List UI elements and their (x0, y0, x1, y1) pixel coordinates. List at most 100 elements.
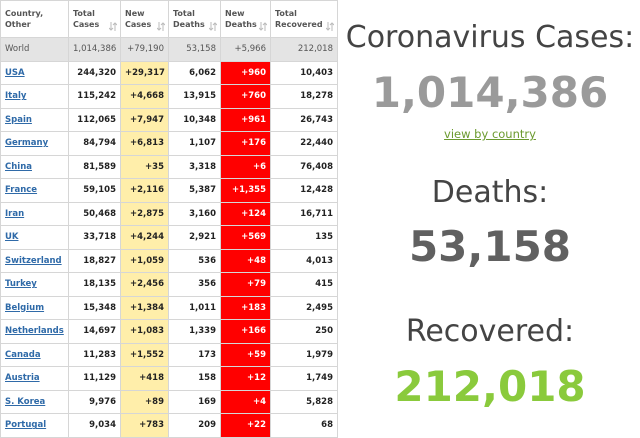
table-cell: 16,711 (270, 201, 338, 226)
table-cell: +2,875 (120, 201, 169, 226)
table-cell: +48 (220, 248, 271, 273)
header-text: Total (275, 9, 297, 18)
table-cell: +6 (220, 154, 271, 179)
table-cell: 10,403 (270, 60, 338, 85)
table-cell: Switzerland (0, 248, 69, 273)
country-link[interactable]: Germany (5, 138, 49, 149)
table-cell: +1,384 (120, 295, 169, 320)
table-cell: 209 (168, 413, 221, 438)
country-link[interactable]: Belgium (5, 302, 45, 313)
table-cell: +79,190 (120, 37, 169, 62)
table-cell: 15,348 (68, 295, 121, 320)
table-cell: 14,697 (68, 319, 121, 344)
country-link[interactable]: UK (5, 232, 19, 243)
country-link[interactable]: Iran (5, 208, 25, 219)
table-cell: 212,018 (270, 37, 338, 62)
column-header[interactable]: New Deaths (220, 0, 271, 38)
column-header[interactable]: Total Recovered (270, 0, 338, 38)
sort-icon (259, 22, 267, 31)
table-cell: +4 (220, 389, 271, 414)
table-cell: 11,283 (68, 342, 121, 367)
country-link[interactable]: China (5, 161, 32, 172)
table-cell: +176 (220, 131, 271, 156)
table-cell: 415 (270, 272, 338, 297)
table-cell: 13,915 (168, 84, 221, 109)
table-cell: 18,278 (270, 84, 338, 109)
table-cell: +960 (220, 60, 271, 85)
table-row: World 1,014,386 +79,190 53,158 +5,966 212,018 (0, 37, 338, 62)
deaths-label: Deaths: (431, 175, 549, 210)
table-cell: 5,387 (168, 178, 221, 203)
table-cell: 18,827 (68, 248, 121, 273)
table-row: UK 33,718 +4,244 2,921 +569 135 (0, 225, 338, 250)
table-cell: 9,034 (68, 413, 121, 438)
country-link[interactable]: Netherlands (5, 326, 64, 337)
table-cell: 81,589 (68, 154, 121, 179)
table-cell: UK (0, 225, 69, 250)
table-row: Portugal 9,034 +783 209 +22 68 (0, 413, 338, 438)
table-cell: S. Korea (0, 389, 69, 414)
table-cell: China (0, 154, 69, 179)
table-cell: +961 (220, 107, 271, 132)
column-header[interactable]: Total Cases (68, 0, 121, 38)
table-cell: 2,495 (270, 295, 338, 320)
recovered-total: 212,018 (394, 362, 586, 411)
header-text: New (125, 9, 145, 18)
table-cell: +2,116 (120, 178, 169, 203)
table-cell: 169 (168, 389, 221, 414)
header-text: Deaths (225, 20, 257, 29)
table-cell: 76,408 (270, 154, 338, 179)
sort-icon (109, 22, 117, 31)
table-cell: Austria (0, 366, 69, 391)
country-link[interactable]: France (5, 185, 38, 196)
country-link[interactable]: Austria (5, 373, 40, 384)
table-cell: +89 (120, 389, 169, 414)
table-cell: Germany (0, 131, 69, 156)
table-cell: +29,317 (120, 60, 169, 85)
table-cell: +4,244 (120, 225, 169, 250)
country-link[interactable]: S. Korea (5, 396, 46, 407)
table-cell: 53,158 (168, 37, 221, 62)
table-cell: +760 (220, 84, 271, 109)
table-cell: +35 (120, 154, 169, 179)
table-cell: 135 (270, 225, 338, 250)
table-cell: Portugal (0, 413, 69, 438)
table-cell: 1,979 (270, 342, 338, 367)
table-cell: Belgium (0, 295, 69, 320)
country-link[interactable]: Turkey (5, 279, 37, 290)
table-cell: 244,320 (68, 60, 121, 85)
table-cell: +166 (220, 319, 271, 344)
table-cell: 59,105 (68, 178, 121, 203)
country-link[interactable]: Switzerland (5, 255, 62, 266)
column-header[interactable]: Total Deaths (168, 0, 221, 38)
table-cell: +7,947 (120, 107, 169, 132)
table-row: China 81,589 +35 3,318 +6 76,408 (0, 154, 338, 179)
country-link[interactable]: Portugal (5, 420, 47, 431)
table-cell: +1,083 (120, 319, 169, 344)
country-link[interactable]: USA (5, 67, 25, 78)
country-link[interactable]: Canada (5, 349, 41, 360)
header-text: Recovered (275, 20, 323, 29)
table-cell: 1,014,386 (68, 37, 121, 62)
table-cell: +783 (120, 413, 169, 438)
column-header[interactable]: Country, Other (0, 0, 69, 38)
country-link[interactable]: Italy (5, 91, 27, 102)
table-row: Germany 84,794 +6,813 1,107 +176 22,440 (0, 131, 338, 156)
table-cell: 1,749 (270, 366, 338, 391)
table-cell: 112,065 (68, 107, 121, 132)
column-header[interactable]: New Cases (120, 0, 169, 38)
header-text: Total (73, 9, 95, 18)
stats-table: Country, Other Total Cases New Cases Total Deat… (0, 0, 338, 438)
table-cell: 4,013 (270, 248, 338, 273)
table-cell: 22,440 (270, 131, 338, 156)
cases-label: Coronavirus Cases: (345, 20, 635, 55)
recovered-label: Recovered: (405, 314, 575, 349)
table-cell: 3,318 (168, 154, 221, 179)
country-link[interactable]: Spain (5, 114, 32, 125)
table-row: Netherlands 14,697 +1,083 1,339 +166 250 (0, 319, 338, 344)
table-row: Switzerland 18,827 +1,059 536 +48 4,013 (0, 248, 338, 273)
table-cell: 10,348 (168, 107, 221, 132)
view-by-country-link[interactable]: view by country (444, 127, 536, 141)
table-cell: 536 (168, 248, 221, 273)
table-cell: 50,468 (68, 201, 121, 226)
